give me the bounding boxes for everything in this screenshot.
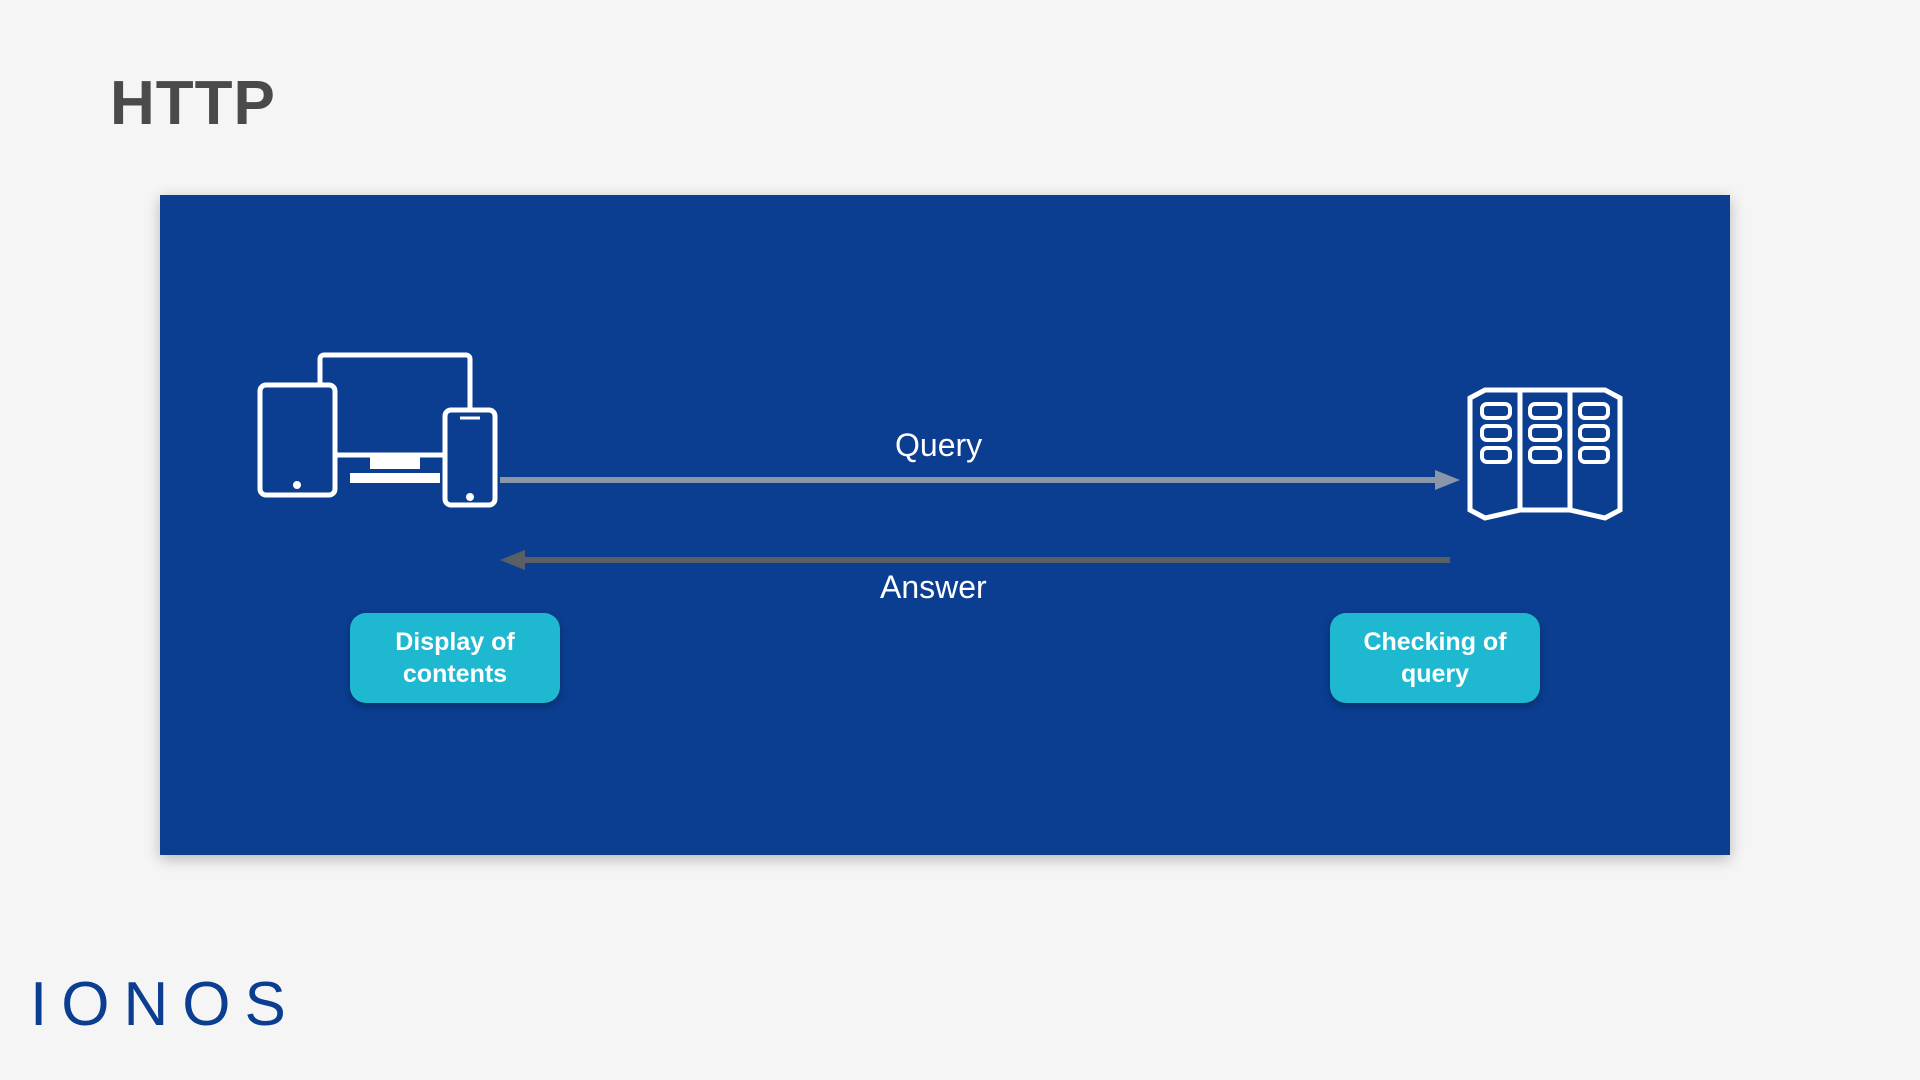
answer-label: Answer [880, 569, 987, 606]
client-badge: Display of contents [350, 613, 560, 703]
page-title: HTTP [110, 68, 276, 139]
query-label: Query [895, 427, 982, 464]
diagram-svg [160, 195, 1730, 855]
brand-logo: IONOS [30, 969, 300, 1040]
diagram-panel: Query Answer Display of contents Checkin… [160, 195, 1730, 855]
server-badge: Checking of query [1330, 613, 1540, 703]
panel-bg [160, 195, 1730, 855]
